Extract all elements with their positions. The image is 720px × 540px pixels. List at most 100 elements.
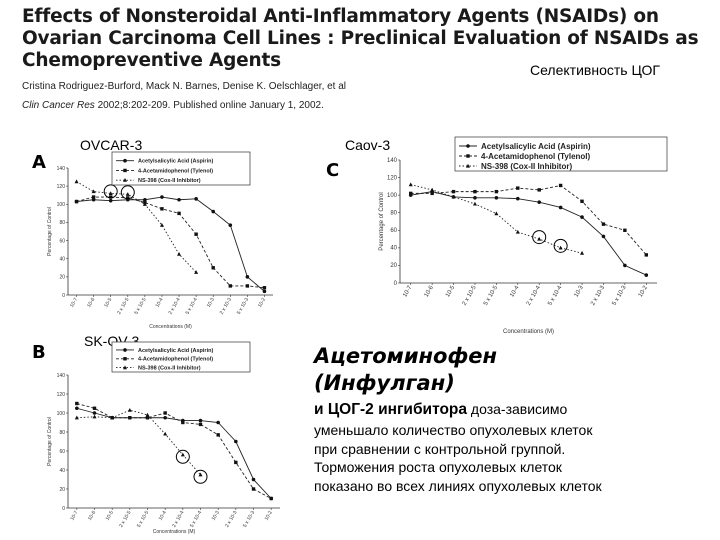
chart-a-legend-label: 4-Acetamidophenol (Tylenol) (138, 168, 213, 174)
heading-dose-dependent: доза-зависимо (467, 401, 568, 417)
chart-a-x-tick-label: 5 x 10-5 (133, 297, 147, 316)
chart-a-data-point (262, 289, 267, 294)
chart-c-legend: Acetylsalicylic Acid (Aspirin)4-Acetamid… (454, 136, 668, 172)
chart-a-highlight-circle (120, 185, 135, 200)
panel-letter-a: A (32, 152, 46, 173)
chart-a-x-tick-label: 2 x 10-4 (168, 297, 182, 316)
chart-c-y-tick-label: 120 (387, 175, 398, 181)
chart-b-data-point (92, 411, 97, 415)
chart-c-legend-label: NS-398 (Cox-II Inhibitor) (481, 162, 572, 171)
chart-c-data-point (451, 189, 456, 194)
chart-c-data-point (623, 263, 627, 268)
chart-b-y-tick-label: 20 (59, 487, 65, 493)
chart-b-data-point (127, 407, 132, 412)
chart-c-data-point (451, 194, 456, 199)
chart-b-x-tick-label: 2 x 10-5 (118, 510, 132, 529)
chart-b-y-tick-label: 0 (62, 506, 65, 512)
chart-a-series-3-line (76, 181, 197, 273)
chart-a-data-point (125, 192, 130, 196)
chart-b-x-tick-label: 5 x 10-4 (189, 510, 203, 529)
chart-c-data-point (580, 215, 584, 219)
heading-acetaminophen: Ацетоминофен (314, 344, 498, 368)
chart-a-x-tick-label: 10-7 (69, 297, 79, 309)
chart-a-series-1 (74, 195, 267, 294)
chart-a-data-point (142, 202, 147, 206)
chart-b-legend-box (111, 341, 251, 373)
chart-a-legend-label: Acetylsalicylic Acid (Aspirin) (138, 159, 213, 165)
chart-c-y-axis-label: Percentage of Control (379, 192, 385, 250)
chart-b-data-point (234, 460, 238, 465)
chart-skov3: 0 20 40 60 80 100 120 140 10-7 10-6 10-5 2 x 10-5 5 … (47, 341, 280, 535)
chart-a-x-tick-label: 2 x 10-3 (219, 297, 233, 316)
chart-b-data-point (110, 415, 115, 420)
chart-b-legend-label: 4-Acetamidophenol (Tylenol) (138, 357, 213, 363)
chart-c-data-point (644, 273, 649, 277)
chart-c-data-point (644, 253, 648, 257)
chart-b-legend-label: Acetylsalicylic Acid (Aspirin) (138, 348, 213, 354)
chart-b-series-1-line (76, 407, 272, 499)
chart-b-y-tick-label: 140 (57, 373, 66, 379)
chart-c-legend-label: 4-Acetamidophenol (Tylenol) (481, 152, 591, 161)
chart-c-x-tick-label: 10-2 (638, 284, 650, 298)
chart-a-legend-box (111, 151, 251, 186)
chart-b-data-point (128, 416, 132, 420)
chart-a-legend-marker (123, 158, 127, 163)
chart-a-series-1-line (76, 196, 265, 292)
chart-c-x-tick-label: 5 x 10-3 (612, 284, 628, 306)
heading-cox2-inhibitor: и ЦОГ-2 ингибитора (314, 401, 468, 418)
body-line-3: Торможения роста опухолевых клеток (314, 459, 562, 475)
chart-c-y-tick-label: 80 (390, 211, 397, 217)
chart-a-data-point (74, 199, 79, 204)
chart-a-data-point (211, 209, 216, 214)
chart-c-x-tick-label: 10-6 (424, 284, 436, 298)
chart-b-x-tick-label: 5 x 10-3 (242, 510, 256, 529)
chart-a-legend-marker (123, 168, 127, 173)
chart-c-data-point (601, 234, 606, 239)
chart-c-data-point (473, 189, 477, 194)
chart-a-y-tick-label: 100 (57, 202, 66, 208)
chart-b-data-point (75, 406, 79, 411)
cox-selectivity-label: Селективность ЦОГ (530, 62, 660, 78)
chart-b-highlight-circle (193, 469, 208, 484)
chart-a-y-tick-label: 40 (59, 257, 65, 263)
heading-infulgan: (Инфулган) (314, 371, 455, 395)
chart-c-data-point (494, 189, 499, 194)
chart-c-series-2-line (410, 184, 647, 256)
chart-b-data-point (163, 415, 167, 420)
body-line-4: показано во всех линиях опухолевых клето… (314, 477, 602, 494)
chart-a-data-point (126, 196, 130, 200)
chart-b-y-tick-label: 60 (59, 449, 65, 455)
chart-a-data-point (245, 275, 250, 279)
chart-c-data-point (515, 229, 520, 234)
chart-b-data-point (145, 416, 150, 420)
chart-b-y-tick-label: 80 (59, 430, 65, 436)
chart-a-y-tick-label: 20 (59, 275, 65, 281)
chart-c-data-point (430, 191, 434, 196)
chart-a-highlight-circle (103, 184, 118, 199)
chart-c-series-3 (408, 182, 585, 255)
chart-b-legend-label: NS-398 (Cox-II Inhibitor) (138, 366, 201, 372)
chart-a-data-point (228, 223, 233, 227)
chart-c-data-point (515, 196, 520, 201)
chart-c-legend-box (454, 136, 668, 172)
citation-journal: Clin Cancer Res (22, 100, 95, 111)
chart-b-x-tick-label: 10-4 (158, 510, 168, 522)
chart-a-y-tick-label: 0 (62, 293, 65, 299)
description-block: Ацетоминофен (Инфулган) и ЦОГ-2 ингибито… (314, 343, 714, 495)
chart-b-highlight-circle (175, 449, 190, 464)
chart-a-data-point (262, 286, 267, 290)
chart-a-data-point (177, 211, 181, 216)
chart-c-data-point (537, 188, 541, 192)
chart-c-x-tick-label: 2 x 10-4 (526, 284, 542, 306)
chart-a-series-3 (74, 179, 199, 274)
chart-a-data-point (194, 270, 199, 274)
chart-a-x-tick-label: 10-2 (257, 297, 267, 309)
chart-a-data-point (177, 251, 182, 256)
chart-a-data-point (194, 197, 198, 201)
chart-c-data-point (558, 245, 563, 250)
chart-b-data-point (198, 472, 203, 477)
chart-b-data-point (198, 422, 203, 427)
paper-citation: Clin Cancer Res 2002;8:202-209. Publishe… (22, 100, 324, 111)
chart-b-data-point (75, 401, 79, 406)
chart-c-data-point (537, 236, 542, 241)
